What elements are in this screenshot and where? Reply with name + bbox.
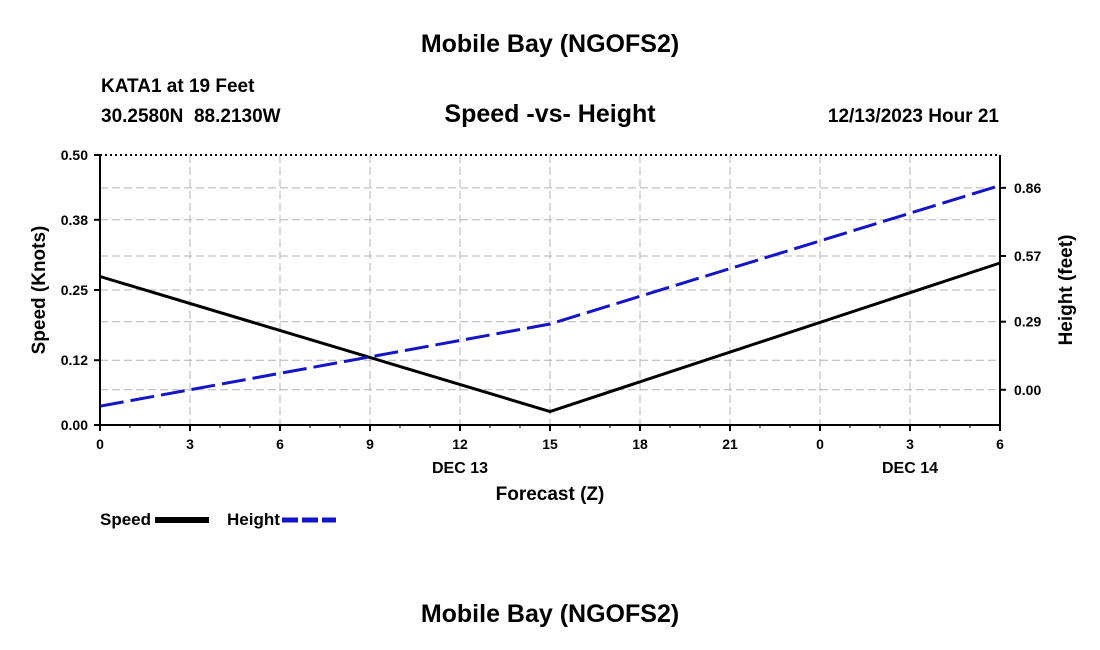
x-date-label: DEC 13 bbox=[432, 460, 488, 477]
series-line-height bbox=[99, 184, 1001, 408]
series-lines bbox=[99, 184, 1001, 414]
y2-tick-label: 0.00 bbox=[1014, 382, 1041, 398]
station-label: KATA1 at 19 Feet bbox=[101, 76, 255, 97]
legend-label-speed: Speed bbox=[100, 510, 152, 529]
y2-axis-label: Height (feet) bbox=[1056, 235, 1077, 346]
forecast-datetime: 12/13/2023 Hour 21 bbox=[827, 106, 999, 127]
x-tick-label: 12 bbox=[452, 436, 468, 452]
y2-tick-label: 0.57 bbox=[1014, 248, 1041, 264]
x-tick-label: 18 bbox=[632, 436, 648, 452]
x-tick-label: 0 bbox=[96, 436, 104, 452]
legend-swatch-speed bbox=[155, 517, 210, 523]
x-tick-label: 21 bbox=[722, 436, 738, 452]
x-tick-label: 9 bbox=[366, 436, 374, 452]
legend-label-height: Height bbox=[227, 510, 280, 529]
station-coordinates: 30.2580N 88.2130W bbox=[101, 106, 281, 127]
x-tick-label: 6 bbox=[996, 436, 1004, 452]
y-tick-label: 0.12 bbox=[61, 352, 88, 368]
y-tick-label: 0.50 bbox=[61, 147, 88, 163]
y-tick-label: 0.38 bbox=[61, 212, 88, 228]
next-chart-title: Mobile Bay (NGOFS2) bbox=[420, 600, 680, 628]
x-tick-label: 3 bbox=[186, 436, 194, 452]
chart-legend: Speed Height bbox=[100, 509, 336, 531]
y-tick-label: 0.25 bbox=[61, 282, 88, 298]
y2-tick-label: 0.86 bbox=[1014, 180, 1041, 196]
page-title: Mobile Bay (NGOFS2) bbox=[420, 30, 680, 58]
x-date-label: DEC 14 bbox=[882, 460, 938, 477]
y2-tick-label: 0.29 bbox=[1014, 314, 1041, 330]
x-tick-label: 3 bbox=[906, 436, 914, 452]
x-tick-label: 0 bbox=[816, 436, 824, 452]
x-tick-label: 15 bbox=[542, 436, 558, 452]
y-axis-label: Speed (Knots) bbox=[29, 226, 50, 355]
legend-swatch-height bbox=[281, 517, 336, 523]
chart-subtitle: Speed -vs- Height bbox=[444, 100, 656, 128]
series-line-speed bbox=[99, 261, 1001, 414]
axis-ticks: 0 3 6 9 12 15 18 21 0 3 6 DEC 13 DEC 14 0.00 0.12 0.25 0… bbox=[61, 147, 1042, 477]
y-tick-label: 0.00 bbox=[61, 417, 88, 433]
x-tick-label: 6 bbox=[276, 436, 284, 452]
grid-lines bbox=[100, 155, 1000, 425]
x-axis-label: Forecast (Z) bbox=[496, 484, 605, 505]
